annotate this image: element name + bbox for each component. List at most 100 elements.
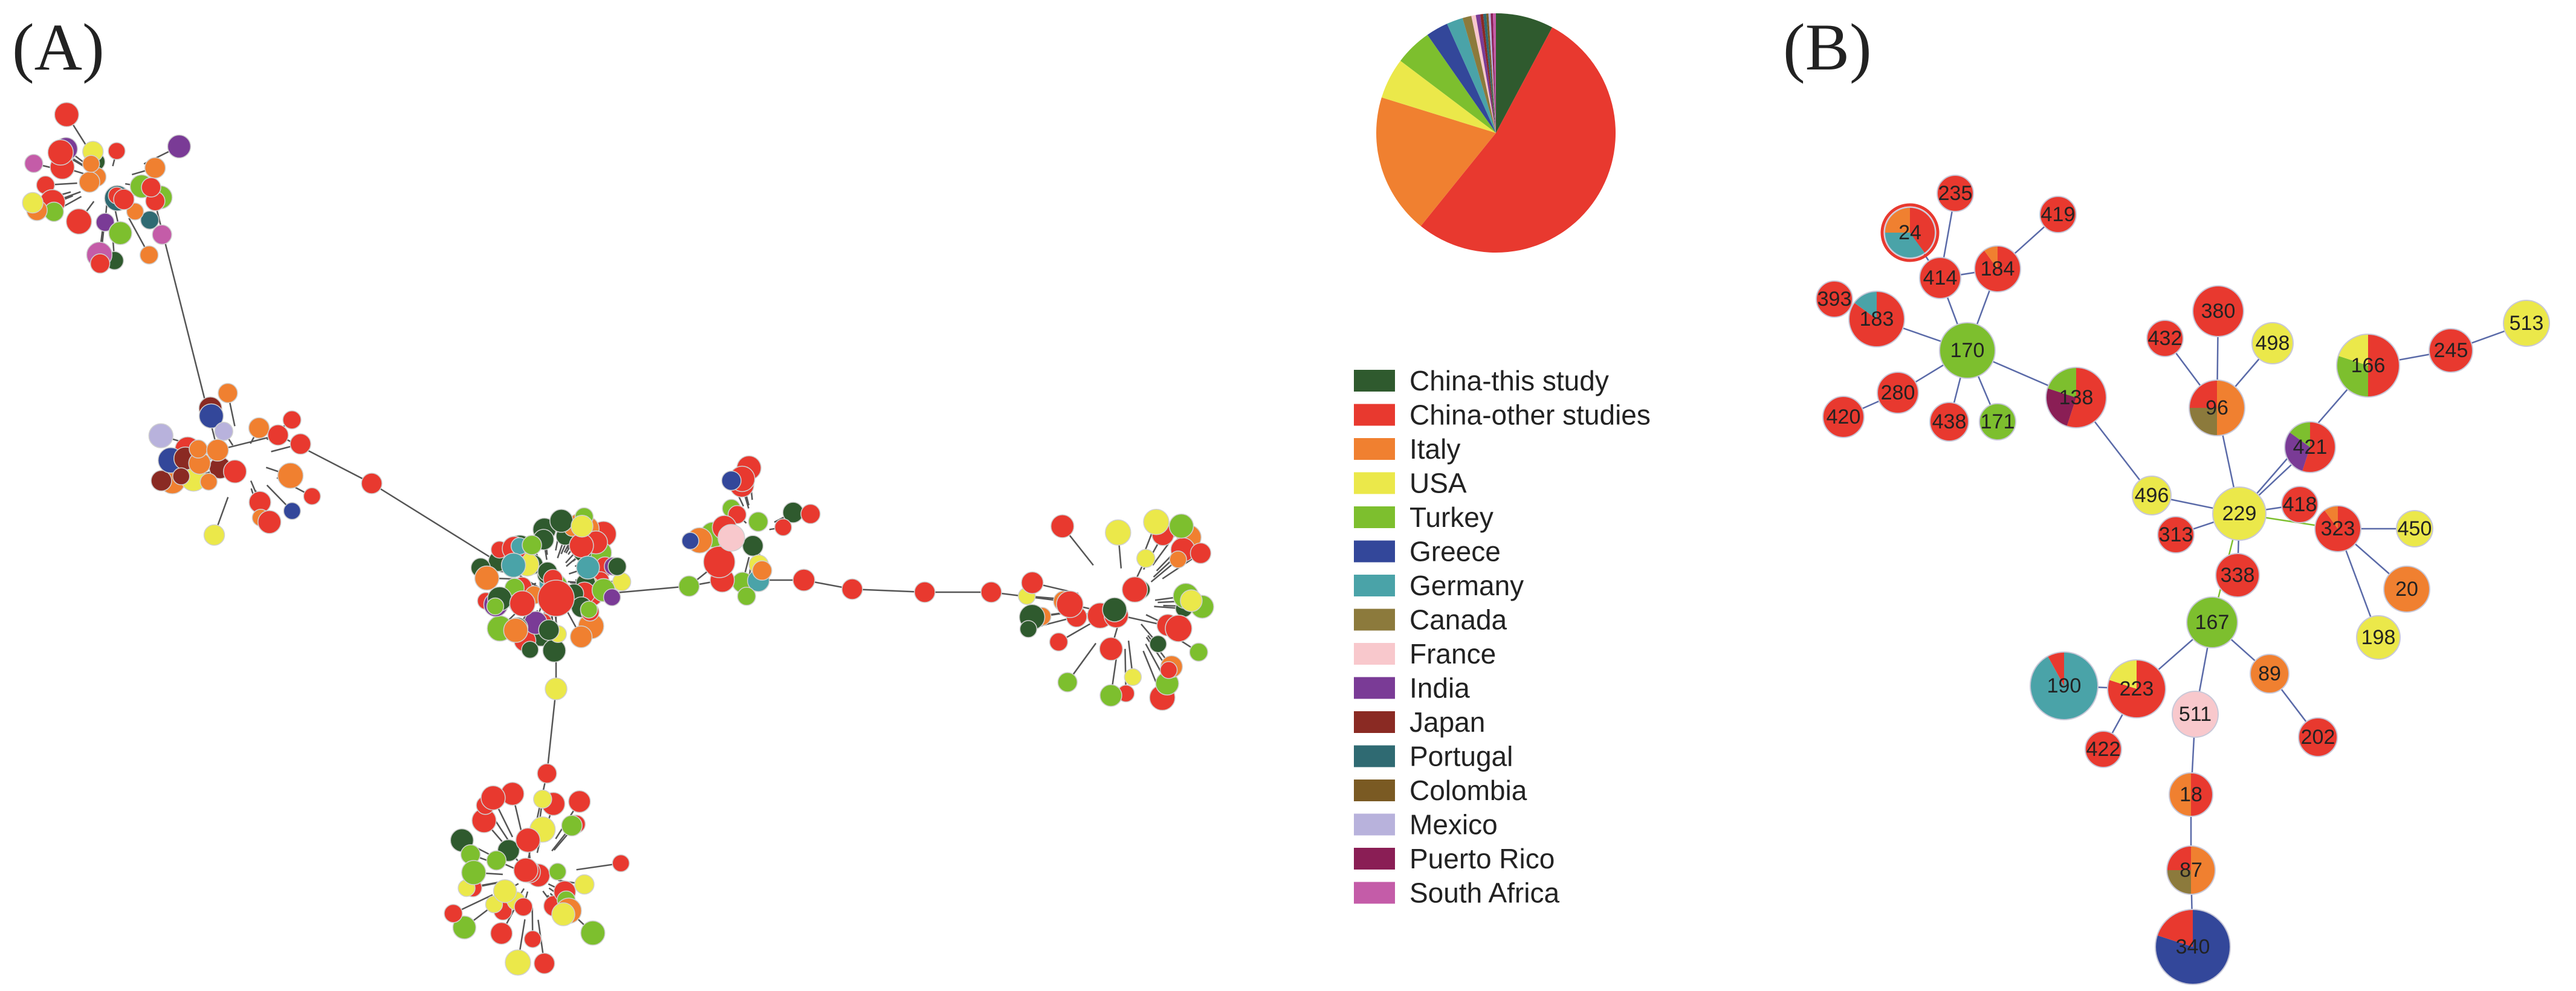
- node-slice: [2047, 367, 2076, 398]
- st-node-438: [1929, 402, 1969, 442]
- network-a-node: [24, 153, 44, 173]
- legend-label: Colombia: [1409, 775, 1527, 806]
- node-slice: [2167, 846, 2191, 870]
- node-slice: [2429, 329, 2473, 372]
- pie-slice-france: [1471, 15, 1496, 133]
- legend-item: Portugal: [1354, 741, 1513, 772]
- st-node-label: 414: [1923, 266, 1958, 289]
- st-node-498: [2251, 322, 2294, 364]
- network-a-node: [500, 552, 526, 578]
- st-node-label: 450: [2398, 517, 2432, 540]
- legend-label: Portugal: [1409, 741, 1513, 772]
- pie-slice-italy: [1376, 97, 1496, 227]
- st-node-171: [1979, 403, 2016, 441]
- network-a-node: [444, 903, 463, 923]
- network-a-node: [800, 503, 821, 525]
- network-a-node: [214, 422, 233, 441]
- st-node-label: 421: [2293, 436, 2328, 459]
- legend-swatch: [1354, 848, 1395, 870]
- network-a-node: [89, 253, 111, 274]
- network-a-node: [1099, 637, 1123, 661]
- pie-slice-china-this-study: [1496, 13, 1553, 133]
- network-a-node: [533, 952, 555, 975]
- network-a-node: [542, 638, 566, 663]
- st-node-label: 223: [2120, 677, 2154, 700]
- st-node-label: 438: [1932, 410, 1967, 433]
- st-node-label: 202: [2301, 726, 2335, 749]
- network-a-node: [222, 459, 247, 484]
- network-a-node: [1056, 590, 1084, 618]
- legend-item: Germany: [1354, 570, 1524, 601]
- node-slice: [2189, 380, 2217, 408]
- network-a-node: [774, 518, 792, 537]
- network-a-node: [79, 171, 100, 193]
- network-a-node: [1136, 549, 1156, 568]
- network-a-node: [603, 588, 621, 607]
- st-node-183: [1848, 291, 1905, 347]
- network-a-node: [290, 433, 311, 455]
- network-a-node: [548, 862, 567, 881]
- node-slice: [2193, 286, 2244, 337]
- st-node-511: [2172, 691, 2219, 738]
- network-a-node: [218, 383, 238, 404]
- node-slice: [2187, 597, 2238, 648]
- network-a-node: [1102, 597, 1127, 622]
- node-slice: [2299, 718, 2337, 757]
- legend-label: China-this study: [1409, 365, 1609, 396]
- network-a-node: [54, 102, 80, 128]
- node-slice: [2285, 432, 2310, 471]
- pie-slice-turkey: [1400, 34, 1496, 134]
- network-a-node: [1019, 620, 1038, 638]
- st-node-166: [2336, 334, 2400, 398]
- network-a-node: [717, 524, 745, 552]
- st-node-418: [2281, 486, 2319, 523]
- legend-swatch: [1354, 643, 1395, 665]
- st-node-label: 171: [1981, 410, 2015, 433]
- st-node-label: 420: [1827, 405, 1861, 428]
- network-a-node: [490, 922, 513, 945]
- st-node-432: [2146, 320, 2184, 357]
- node-slice: [1920, 257, 1961, 299]
- st-node-label: 393: [1817, 288, 1852, 311]
- network-a-node: [139, 245, 159, 265]
- network-a-node: [361, 473, 383, 494]
- network-a-node: [493, 879, 517, 903]
- legend-label: Greece: [1409, 536, 1501, 567]
- node-slice: [2337, 355, 2368, 397]
- st-node-245: [2429, 328, 2473, 373]
- st-node-label: 498: [2256, 332, 2290, 355]
- node-slice: [2503, 300, 2549, 346]
- network-a-node: [545, 677, 568, 700]
- node-slice: [2213, 487, 2266, 540]
- legend-label: India: [1409, 673, 1470, 704]
- network-a-node: [703, 546, 736, 578]
- st-node-338: [2215, 553, 2260, 598]
- network-a-node: [1105, 519, 1131, 546]
- network-a-node: [523, 930, 542, 948]
- legend-swatch: [1354, 711, 1395, 733]
- st-node-label: 422: [2086, 738, 2121, 761]
- st-node-label: 87: [2180, 859, 2202, 882]
- pie-slice-south-africa: [1493, 13, 1496, 133]
- st-node-label: 338: [2221, 564, 2255, 587]
- network-a-node: [537, 763, 557, 784]
- legend-item: France: [1354, 638, 1496, 670]
- legend-swatch: [1354, 745, 1395, 767]
- node-slice: [2368, 334, 2400, 397]
- st-node-label: 280: [1881, 381, 1915, 404]
- network-a-node: [574, 874, 595, 895]
- legend-item: South Africa: [1354, 877, 1559, 909]
- legend-label: USA: [1409, 468, 1467, 499]
- legend-item: Puerto Rico: [1354, 843, 1555, 874]
- st-node-label: 198: [2361, 626, 2396, 649]
- node-slice: [2302, 422, 2336, 473]
- pie-slice-japan: [1480, 14, 1496, 133]
- st-node-170: [1939, 322, 1996, 379]
- legend-swatch: [1354, 540, 1395, 563]
- legend-swatch: [1354, 506, 1395, 528]
- network-a-node: [513, 857, 539, 883]
- st-node-420: [1822, 396, 1865, 438]
- network-a-node: [452, 915, 477, 940]
- country-pie-chart: [1376, 13, 1616, 253]
